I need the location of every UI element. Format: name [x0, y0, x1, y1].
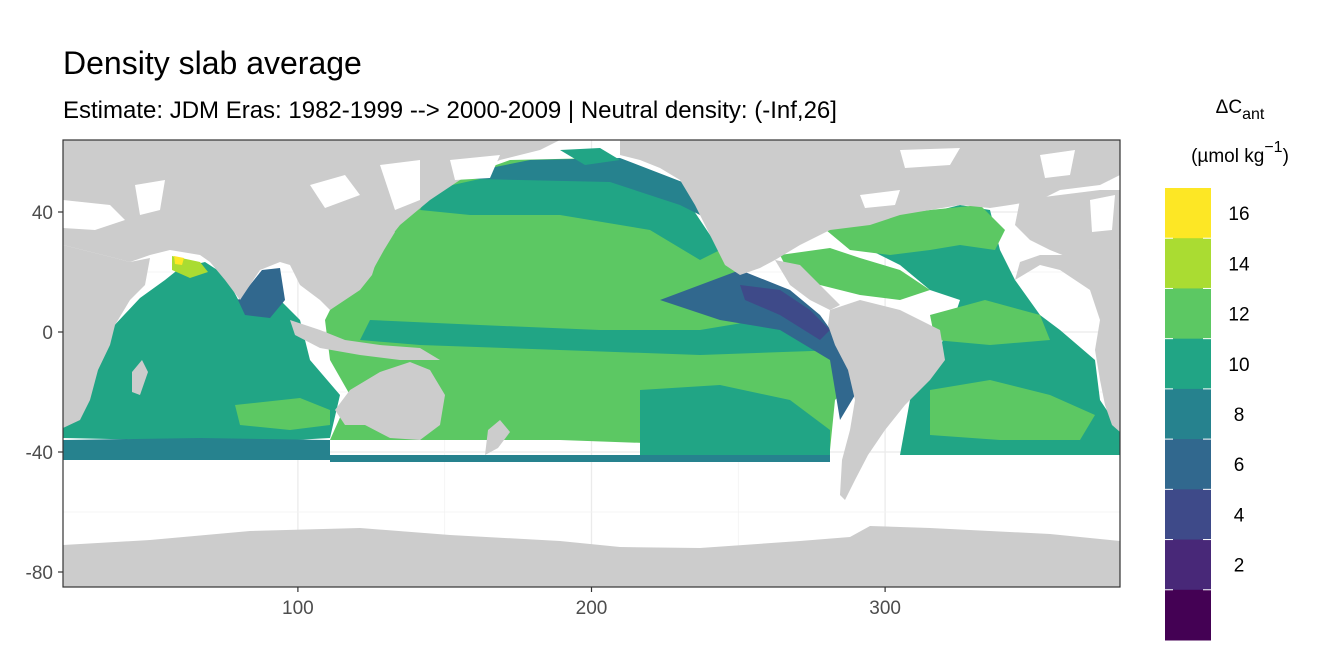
no-data-patch [380, 160, 420, 210]
land-madagascar [132, 360, 148, 395]
no-data-patch [860, 190, 900, 208]
land-antarctica [63, 526, 1120, 587]
chart-title: Density slab average [63, 45, 362, 81]
ocean-bering [560, 148, 620, 165]
legend-swatch [1165, 489, 1211, 541]
chart-subtitle: Estimate: JDM Eras: 1982-1999 --> 2000-2… [63, 97, 837, 124]
legend-swatch [1165, 439, 1211, 490]
legend-label: 16 [1228, 204, 1249, 225]
legend-swatch [1165, 238, 1211, 289]
ocean-eastern-tropical-pacific-core [740, 285, 830, 340]
x-axis: 100 200 300 [282, 587, 901, 619]
no-data-patch [1090, 195, 1115, 232]
no-data-patch [900, 148, 960, 168]
y-tick-label: -40 [26, 443, 53, 464]
no-data-patch [450, 155, 500, 180]
ocean-equatorial-atlantic [930, 300, 1050, 345]
land-masses [63, 140, 1120, 500]
x-tick-label: 100 [282, 598, 314, 619]
ocean-southern-band [63, 438, 330, 460]
ocean-arabian-peak [174, 256, 184, 265]
land-central-america [775, 260, 840, 310]
ocean-field [63, 148, 1120, 462]
no-data-patches [63, 148, 1115, 232]
land-south-america [828, 300, 945, 500]
land-maritime [290, 320, 440, 360]
y-axis: 40 0 -40 -80 [26, 203, 63, 584]
legend-unit: (µmol kg−1) [1191, 139, 1289, 167]
land-africa [63, 245, 150, 428]
ocean-caribbean [780, 248, 930, 300]
ocean-southern-pacific [330, 455, 830, 462]
legend-swatch [1165, 338, 1211, 390]
legend-swatch [1165, 188, 1211, 239]
y-tick-label: 0 [42, 323, 53, 344]
land-africa-east-wrap [1015, 255, 1120, 432]
legend: ΔCant (µmol kg−1) 2 4 6 8 10 12 14 16 [1165, 97, 1289, 641]
legend-colorbar: 2 4 6 8 10 12 14 16 [1165, 188, 1250, 641]
ocean-pacific [325, 158, 850, 450]
legend-label: 4 [1234, 505, 1245, 526]
legend-label: 2 [1234, 556, 1245, 577]
x-tick-label: 200 [576, 598, 608, 619]
legend-swatch [1165, 288, 1211, 340]
no-data-patch [63, 200, 125, 230]
legend-label: 6 [1234, 455, 1245, 476]
ocean-indian-south-band [235, 398, 330, 430]
legend-label: 8 [1234, 405, 1245, 426]
map-panel [62, 139, 1121, 588]
ocean-bay-of-bengal [238, 268, 285, 318]
x-tick-label: 300 [869, 598, 901, 619]
ocean-north-pacific-subarctic [440, 158, 710, 220]
legend-label: 14 [1228, 254, 1250, 275]
y-tick-label: 40 [32, 203, 53, 224]
no-data-patch [135, 180, 165, 215]
land-eurasia [63, 140, 560, 310]
legend-swatch [1165, 388, 1211, 440]
y-tick-label: -80 [26, 563, 53, 584]
legend-swatch [1165, 589, 1211, 641]
no-data-patch [310, 175, 360, 208]
land-japan [368, 228, 395, 268]
ocean-south-pacific-band [640, 385, 830, 455]
legend-title: ΔCant [1216, 97, 1265, 123]
no-data-patch [1040, 150, 1075, 178]
ocean-north-atlantic-band [820, 205, 1005, 255]
legend-swatch [1165, 539, 1211, 591]
ocean-south-atlantic-gyre [930, 380, 1095, 440]
ocean-equatorial-pacific [360, 320, 840, 355]
legend-label: 12 [1228, 305, 1249, 326]
legend-label: 10 [1228, 355, 1249, 376]
land-australia [335, 362, 445, 440]
land-new-zealand [485, 420, 510, 455]
